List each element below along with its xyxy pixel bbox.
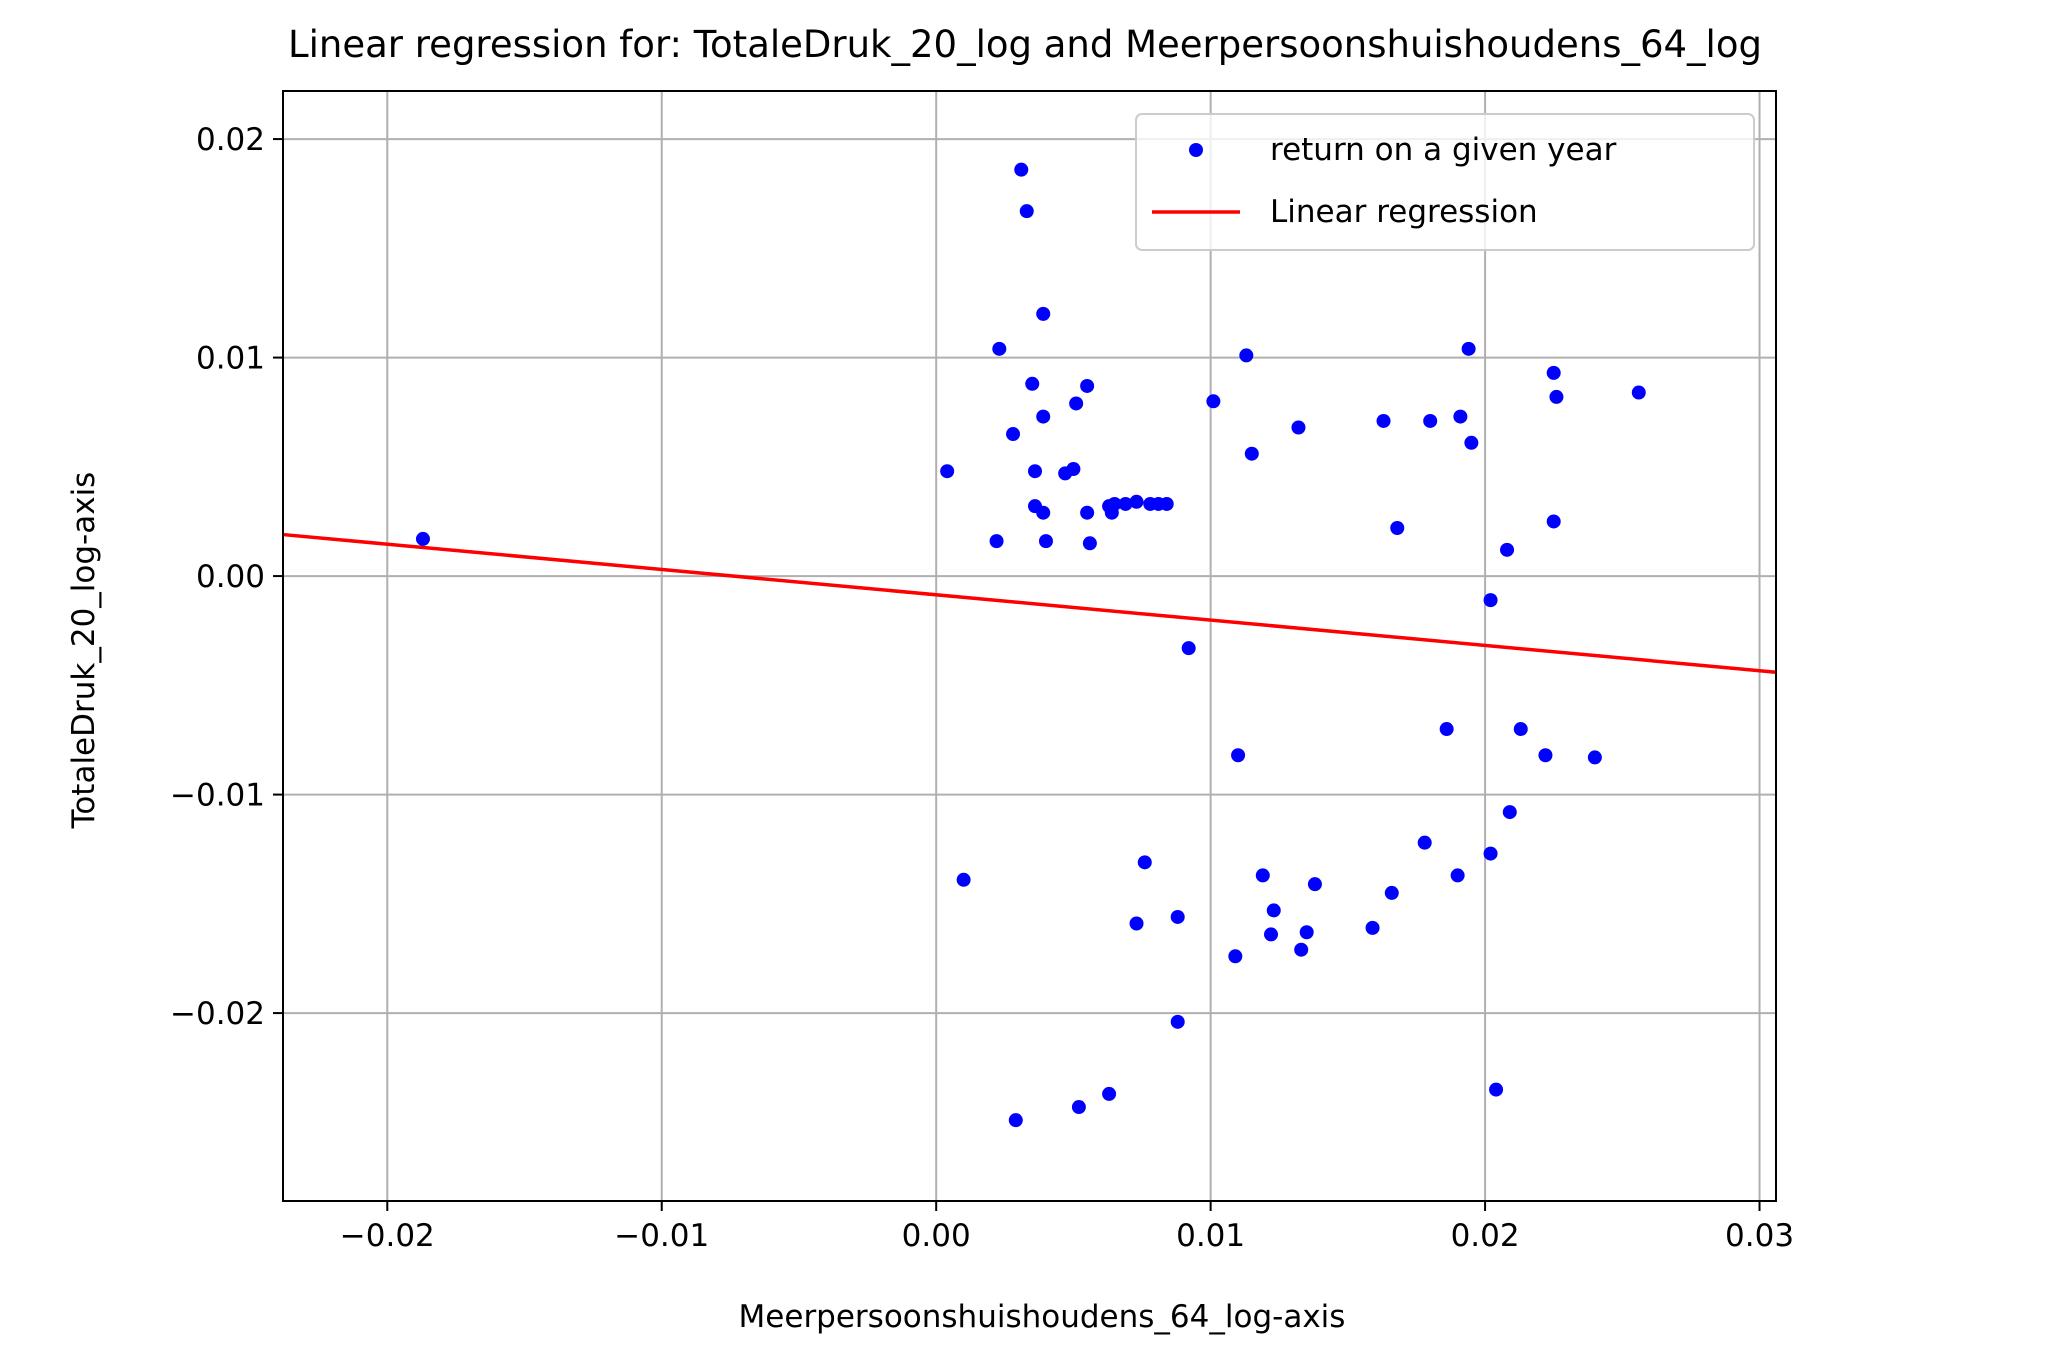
x-tick-label: 0.01 bbox=[1176, 1218, 1245, 1254]
grid-lines bbox=[283, 91, 1776, 1201]
data-point bbox=[1513, 722, 1528, 737]
data-point bbox=[1006, 427, 1021, 442]
x-axis-ticks: −0.02 −0.01 0.00 0.01 0.02 0.03 bbox=[340, 1201, 1794, 1254]
y-tick-label: 0.02 bbox=[196, 122, 265, 158]
data-point bbox=[1299, 925, 1314, 940]
data-point bbox=[1228, 949, 1243, 964]
data-point bbox=[1307, 877, 1322, 892]
data-point bbox=[1027, 464, 1042, 479]
data-point bbox=[1500, 542, 1515, 557]
data-point bbox=[1546, 365, 1561, 380]
data-point bbox=[1439, 722, 1454, 737]
data-point bbox=[1129, 494, 1144, 509]
data-point bbox=[1483, 846, 1498, 861]
data-point bbox=[1036, 409, 1051, 424]
data-point bbox=[1107, 496, 1122, 511]
data-point bbox=[1417, 835, 1432, 850]
y-axis-ticks: 0.02 0.01 0.00 −0.01 −0.02 bbox=[170, 122, 283, 1032]
data-point bbox=[1239, 348, 1254, 363]
data-point bbox=[1071, 1100, 1086, 1115]
data-point bbox=[1066, 462, 1081, 477]
legend-box bbox=[1135, 113, 1755, 251]
legend-marker-scatter bbox=[1189, 143, 1203, 157]
data-point bbox=[1025, 376, 1040, 391]
data-point bbox=[1159, 496, 1174, 511]
y-tick-label: 0.01 bbox=[196, 341, 265, 377]
data-point bbox=[1014, 162, 1029, 177]
y-axis-label: TotaleDruk_20_log-axis bbox=[66, 472, 102, 830]
legend: return on a given year Linear regression bbox=[1135, 113, 1755, 251]
data-point bbox=[992, 341, 1007, 356]
data-point bbox=[1118, 496, 1133, 511]
data-point bbox=[1365, 920, 1380, 935]
data-point bbox=[1036, 306, 1051, 321]
data-point bbox=[1231, 748, 1246, 763]
data-point bbox=[1008, 1113, 1023, 1128]
data-point bbox=[1538, 748, 1553, 763]
x-tick-label: 0.03 bbox=[1725, 1218, 1794, 1254]
data-point bbox=[1384, 885, 1399, 900]
data-point bbox=[1266, 903, 1281, 918]
regression-line-group bbox=[282, 532, 1777, 674]
data-point bbox=[1206, 394, 1221, 409]
y-tick-label: −0.01 bbox=[170, 778, 265, 814]
data-point bbox=[1137, 855, 1152, 870]
data-point bbox=[415, 531, 430, 546]
data-point bbox=[1170, 1014, 1185, 1029]
data-point bbox=[1376, 413, 1391, 428]
y-tick-label: 0.00 bbox=[196, 559, 265, 595]
data-point bbox=[1390, 521, 1405, 536]
scatter-points bbox=[415, 162, 1646, 1128]
data-point bbox=[1080, 378, 1095, 393]
y-tick-label: −0.02 bbox=[170, 996, 265, 1032]
data-point bbox=[1102, 1086, 1117, 1101]
data-point bbox=[1631, 385, 1646, 400]
data-point bbox=[1069, 396, 1084, 411]
data-point bbox=[1461, 341, 1476, 356]
data-point bbox=[1464, 435, 1479, 450]
data-point bbox=[956, 872, 971, 887]
data-point bbox=[1291, 420, 1306, 435]
data-point bbox=[1129, 916, 1144, 931]
data-point bbox=[1453, 409, 1468, 424]
regression-line bbox=[282, 532, 1777, 674]
data-point bbox=[1038, 534, 1053, 549]
data-point bbox=[940, 464, 955, 479]
data-point bbox=[1080, 505, 1095, 520]
data-point bbox=[1082, 536, 1097, 551]
data-point bbox=[1181, 641, 1196, 656]
data-point bbox=[1019, 204, 1034, 219]
data-point bbox=[1549, 389, 1564, 404]
x-tick-label: −0.02 bbox=[340, 1218, 435, 1254]
data-point bbox=[1036, 505, 1051, 520]
data-point bbox=[989, 534, 1004, 549]
data-point bbox=[1264, 927, 1279, 942]
data-point bbox=[1255, 868, 1270, 883]
legend-label-line: Linear regression bbox=[1270, 194, 1538, 230]
data-point bbox=[1502, 805, 1517, 820]
data-point bbox=[1170, 909, 1185, 924]
data-point bbox=[1244, 446, 1259, 461]
x-tick-label: −0.01 bbox=[614, 1218, 709, 1254]
data-point bbox=[1587, 750, 1602, 765]
x-tick-label: 0.02 bbox=[1451, 1218, 1520, 1254]
data-point bbox=[1450, 868, 1465, 883]
legend-label-scatter: return on a given year bbox=[1270, 132, 1617, 168]
data-point bbox=[1423, 413, 1438, 428]
plot-frame bbox=[282, 90, 1777, 1202]
data-point bbox=[1489, 1082, 1504, 1097]
x-axis-label: Meerpersoonshuishoudens_64_log-axis bbox=[739, 1299, 1346, 1335]
data-point bbox=[1294, 942, 1309, 957]
x-tick-label: 0.00 bbox=[902, 1218, 971, 1254]
data-point bbox=[1546, 514, 1561, 529]
chart-title: Linear regression for: TotaleDruk_20_log… bbox=[288, 23, 1762, 66]
data-point bbox=[1483, 593, 1498, 608]
